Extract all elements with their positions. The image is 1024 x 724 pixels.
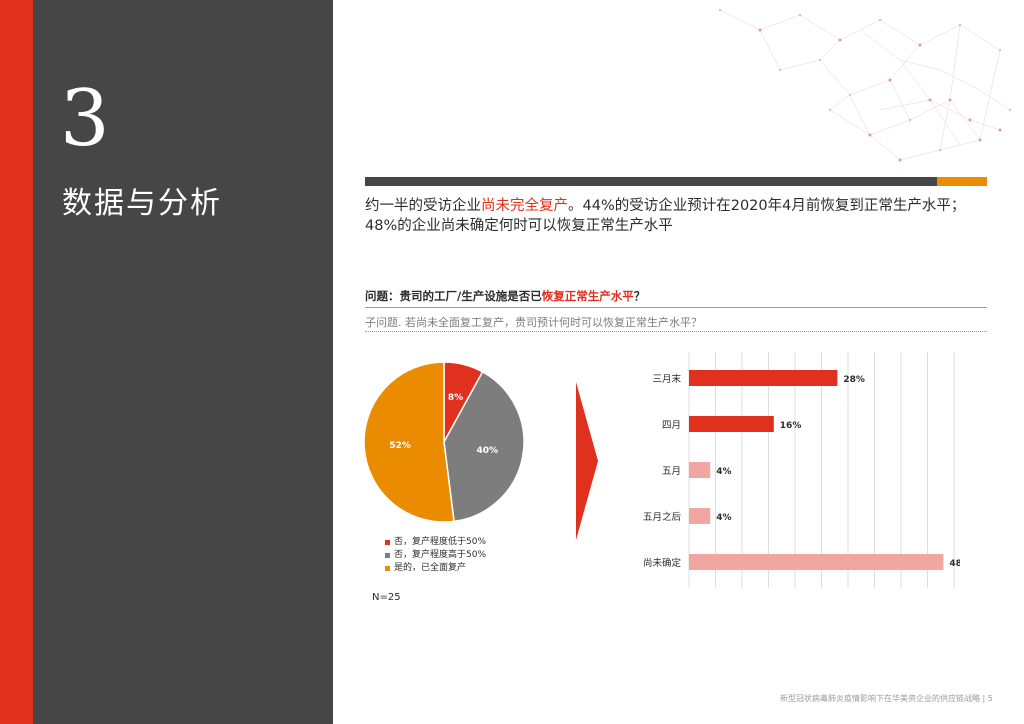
legend-swatch <box>385 566 390 571</box>
bar-value-label: 28% <box>843 375 865 385</box>
headline-rule <box>365 177 937 186</box>
headline: 约一半的受访企业尚未完全复产。44%的受访企业预计在2020年4月前恢复到正常生… <box>365 196 990 236</box>
sub-question-divider <box>365 331 987 332</box>
headline-rule-accent <box>937 177 987 186</box>
pie-slice <box>363 361 455 523</box>
pie-slice-label: 8% <box>448 393 463 403</box>
section-number: 3 <box>60 74 110 164</box>
bar-chart: 三月末 28% 四月 16% 五月 4% 五月之后 4% 尚未确定 48% <box>643 352 960 588</box>
question-suffix: ？ <box>633 289 646 303</box>
legend-label: 否，复产程度低于50% <box>394 537 487 547</box>
pie-slice <box>443 370 525 523</box>
pie-legend: 否，复产程度低于50% 否，复产程度高于50% 是的，已全面复产 <box>385 536 486 575</box>
question-divider <box>365 307 987 308</box>
bar-value-label: 4% <box>716 513 731 523</box>
headline-part1: 约一半的受访企业 <box>365 198 481 214</box>
question-prefix: 问题：贵司的工厂/生产设施是否已 <box>365 289 542 303</box>
bar-category-label: 尚未确定 <box>643 557 682 569</box>
bar <box>689 416 774 432</box>
pie-slice-label: 40% <box>476 446 498 456</box>
survey-question: 问题：贵司的工厂/生产设施是否已恢复正常生产水平？ <box>365 288 645 304</box>
sub-question: 子问题. 若尚未全面复工复产，贵司预计何时可以恢复正常生产水平？ <box>365 316 702 329</box>
left-accent-strip <box>0 0 33 724</box>
legend-swatch <box>385 540 390 545</box>
bar-value-label: 16% <box>780 421 802 431</box>
legend-item: 是的，已全面复产 <box>385 562 486 575</box>
pie-slice-label: 52% <box>389 441 411 451</box>
bar-category-label: 三月末 <box>652 373 681 385</box>
bar <box>689 554 944 570</box>
bar <box>689 462 711 478</box>
headline-highlight: 尚未完全复产 <box>481 198 568 214</box>
sample-size: N=25 <box>372 592 401 603</box>
page-footer: 新型冠状病毒肺炎疫情影响下在华美资企业的供应链战略 | 5 <box>780 694 993 703</box>
arrow-chevron-icon <box>576 382 598 540</box>
bar-category-label: 四月 <box>662 420 681 431</box>
bar <box>689 370 838 386</box>
section-panel <box>33 0 333 724</box>
section-title: 数据与分析 <box>62 186 222 221</box>
bar-category-label: 五月 <box>662 466 681 477</box>
bar <box>689 508 711 524</box>
legend-item: 否，复产程度低于50% <box>385 536 486 549</box>
legend-item: 否，复产程度高于50% <box>385 549 486 562</box>
legend-swatch <box>385 553 390 558</box>
legend-label: 否，复产程度高于50% <box>394 550 487 560</box>
legend-label: 是的，已全面复产 <box>394 563 467 573</box>
question-highlight: 恢复正常生产水平 <box>541 289 634 303</box>
bar-value-label: 4% <box>716 467 731 477</box>
bar-category-label: 五月之后 <box>643 511 682 523</box>
network-graphic <box>718 8 1012 162</box>
headline-part2: 。44%的受访企业预计在2020年4月前恢复到正常生产水平；48%的企业尚未确定… <box>365 198 966 234</box>
pie-chart: 8% 40% 52% <box>363 361 525 523</box>
bar-value-label: 48% <box>949 559 960 569</box>
